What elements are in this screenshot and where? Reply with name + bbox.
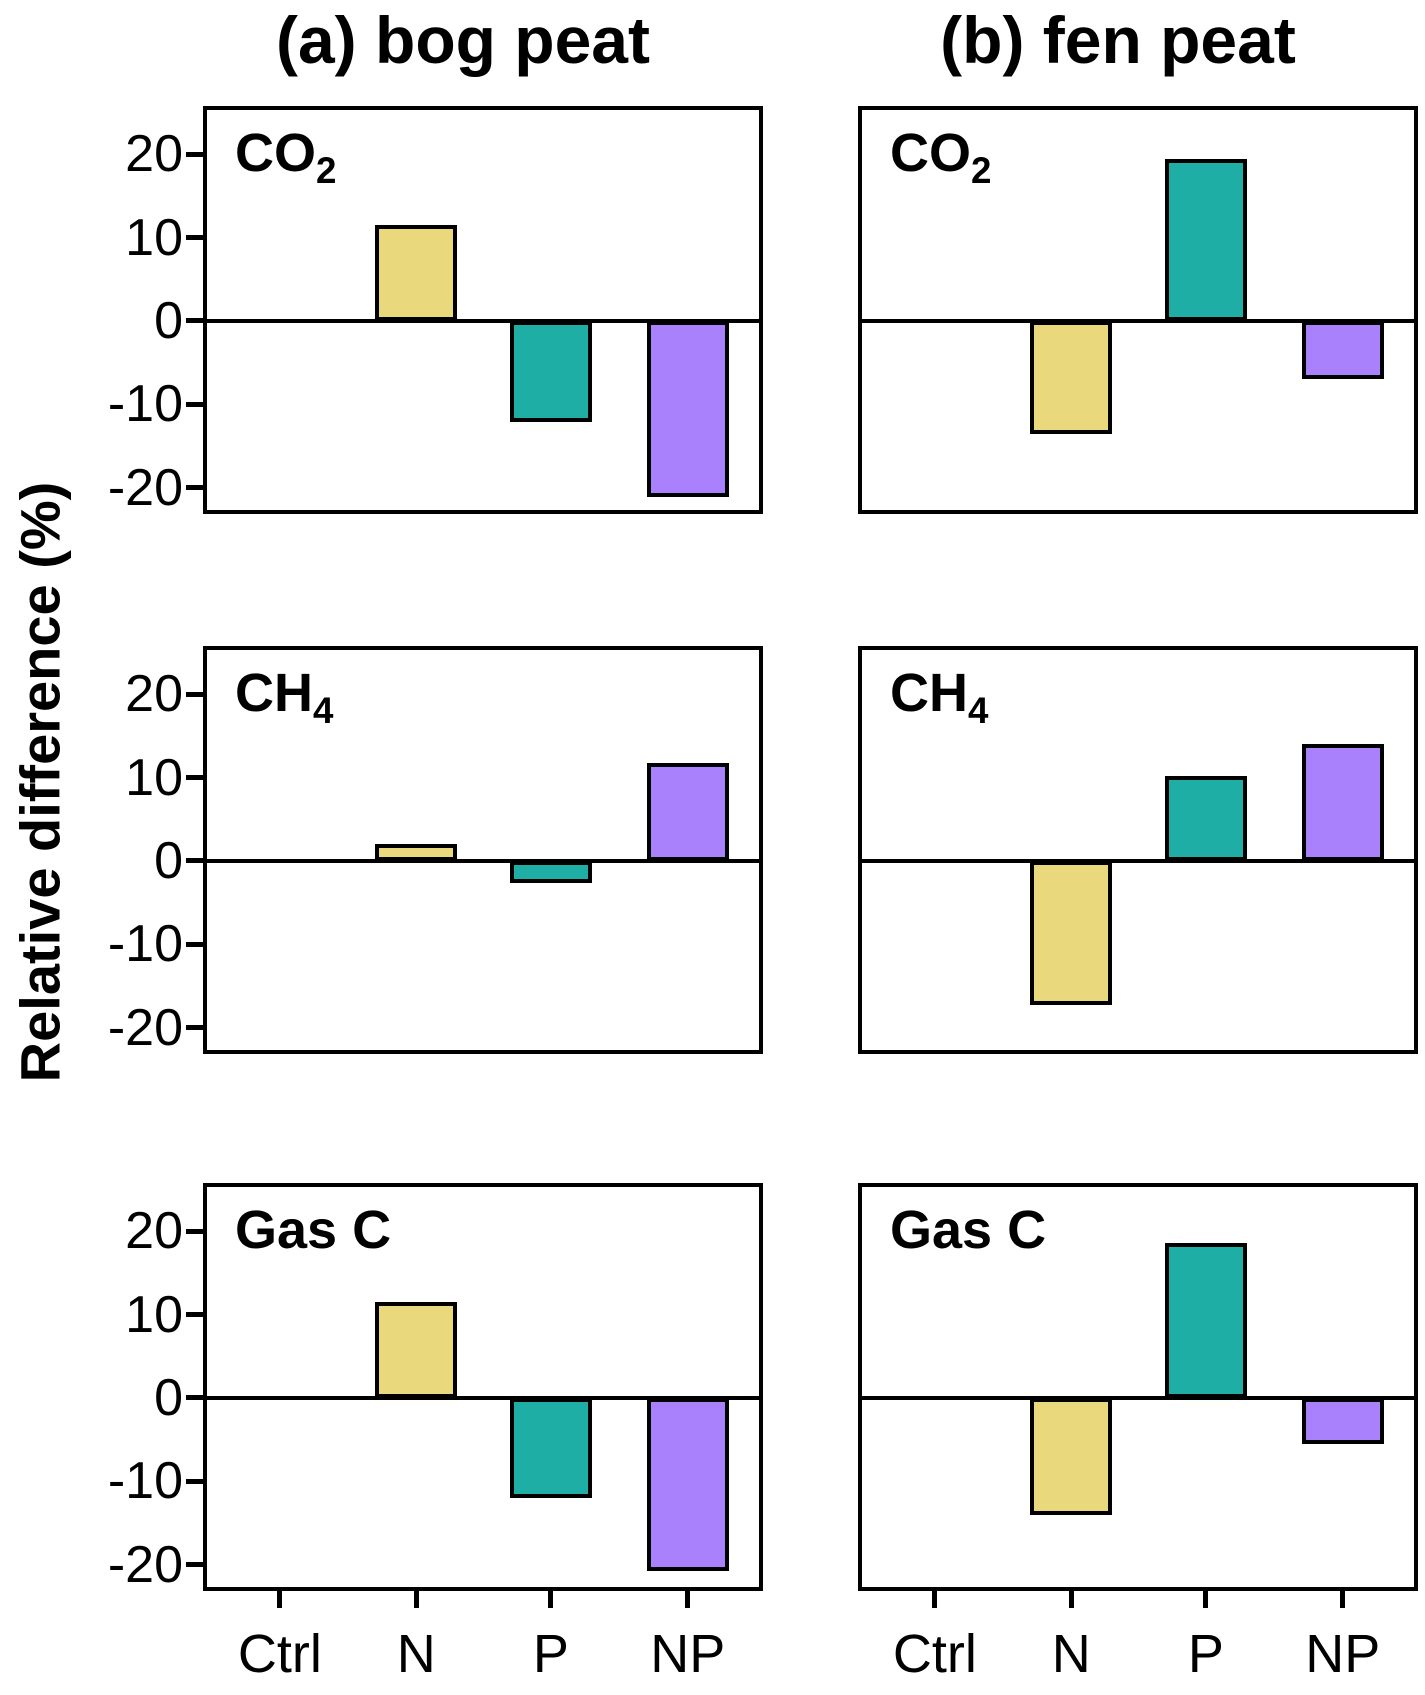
gas-name: Gas C [235, 1200, 392, 1260]
y-tick-mark [186, 1478, 203, 1484]
bar-p-ch4-bog [509, 860, 592, 884]
x-tick-label-p: P [532, 1624, 569, 1684]
bar-n-ch4-fen [1030, 860, 1113, 1005]
bar-p-ch4-fen [1164, 775, 1247, 861]
bar-p-co2-fen [1164, 159, 1247, 321]
y-tick-label: 20 [125, 665, 183, 724]
bar-np-co2-bog [646, 320, 729, 497]
y-tick-label: 0 [154, 1368, 183, 1427]
column-title-bog-peat: (a) bog peat [276, 3, 650, 77]
y-tick-mark [186, 1562, 203, 1567]
y-tick-mark [186, 1025, 203, 1030]
x-tick-mark [932, 1591, 938, 1608]
gas-subscript: 2 [316, 149, 337, 191]
y-tick-mark [186, 775, 203, 780]
y-tick-mark [186, 235, 203, 240]
gas-subscript: 4 [313, 689, 334, 731]
x-tick-label-n: N [396, 1624, 436, 1684]
y-tick-mark [186, 1312, 203, 1317]
gas-name: CO [235, 123, 316, 183]
gas-name: Gas C [890, 1200, 1047, 1260]
zero-axis-line [862, 318, 1414, 323]
x-tick-label-np: NP [650, 1624, 726, 1684]
y-tick-mark [186, 858, 203, 864]
bar-n-gasc-bog [375, 1302, 458, 1398]
y-tick-mark [186, 318, 203, 324]
x-tick-mark [413, 1591, 419, 1608]
x-tick-mark [1340, 1591, 1346, 1608]
zero-axis-line [862, 1395, 1414, 1400]
x-tick-label-ctrl: Ctrl [892, 1624, 977, 1684]
y-tick-label: -10 [107, 915, 183, 974]
y-tick-mark [186, 1228, 203, 1234]
bar-np-ch4-bog [646, 762, 729, 861]
gas-subscript: 4 [968, 689, 989, 731]
panel-co2-bog: CO2 [203, 106, 763, 514]
x-tick-mark [277, 1591, 283, 1608]
gas-name: CH [890, 663, 968, 723]
y-tick-mark [186, 691, 203, 697]
y-tick-mark [186, 401, 203, 407]
y-tick-label: -20 [107, 1535, 183, 1594]
bar-p-co2-bog [509, 320, 592, 423]
y-tick-label: 0 [154, 831, 183, 890]
x-tick-label-n: N [1051, 1624, 1091, 1684]
bar-n-co2-bog [375, 225, 458, 321]
gas-subscript: 2 [971, 149, 992, 191]
x-tick-label-np: NP [1305, 1624, 1381, 1684]
panel-label-gasc: Gas C [890, 1200, 1047, 1260]
x-tick-label-ctrl: Ctrl [237, 1624, 322, 1684]
zero-axis-line [207, 1395, 759, 1400]
x-tick-mark [548, 1591, 554, 1608]
y-tick-label: -20 [107, 458, 183, 517]
panel-label-ch4: CH4 [235, 663, 333, 728]
y-tick-label: 10 [125, 208, 183, 267]
y-tick-mark [186, 485, 203, 490]
gas-name: CH [235, 663, 313, 723]
y-tick-label: 10 [125, 748, 183, 807]
y-tick-mark [186, 151, 203, 157]
panel-gasc-fen: Gas C [858, 1183, 1418, 1591]
gas-name: CO [890, 123, 971, 183]
y-tick-label: 0 [154, 291, 183, 350]
x-tick-mark [1068, 1591, 1074, 1608]
panel-ch4-fen: CH4 [858, 646, 1418, 1054]
x-tick-label-p: P [1187, 1624, 1224, 1684]
zero-axis-line [862, 858, 1414, 863]
y-tick-label: -20 [107, 998, 183, 1057]
bar-np-gasc-bog [646, 1397, 729, 1572]
zero-axis-line [207, 318, 759, 323]
y-tick-label: 20 [125, 125, 183, 184]
panel-label-gasc: Gas C [235, 1200, 392, 1260]
panel-ch4-bog: CH4 [203, 646, 763, 1054]
bar-n-ch4-bog [375, 844, 458, 861]
panel-co2-fen: CO2 [858, 106, 1418, 514]
y-tick-label: 20 [125, 1202, 183, 1261]
bar-p-gasc-fen [1164, 1242, 1247, 1398]
panel-label-ch4: CH4 [890, 663, 988, 728]
panel-gasc-bog: Gas C [203, 1183, 763, 1591]
zero-axis-line [207, 858, 759, 863]
bar-n-co2-fen [1030, 320, 1113, 435]
column-title-fen-peat: (b) fen peat [940, 3, 1296, 77]
y-tick-label: -10 [107, 1452, 183, 1511]
bar-p-gasc-bog [509, 1397, 592, 1498]
panel-label-co2: CO2 [235, 123, 336, 188]
bar-n-gasc-fen [1030, 1397, 1113, 1516]
y-tick-mark [186, 941, 203, 947]
x-tick-mark [685, 1591, 691, 1608]
y-tick-label: -10 [107, 375, 183, 434]
bar-np-co2-fen [1301, 320, 1384, 380]
panel-label-co2: CO2 [890, 123, 991, 188]
y-tick-mark [186, 1395, 203, 1401]
bar-np-gasc-fen [1301, 1397, 1384, 1444]
x-tick-mark [1203, 1591, 1209, 1608]
bar-np-ch4-fen [1301, 744, 1384, 861]
y-tick-label: 10 [125, 1285, 183, 1344]
